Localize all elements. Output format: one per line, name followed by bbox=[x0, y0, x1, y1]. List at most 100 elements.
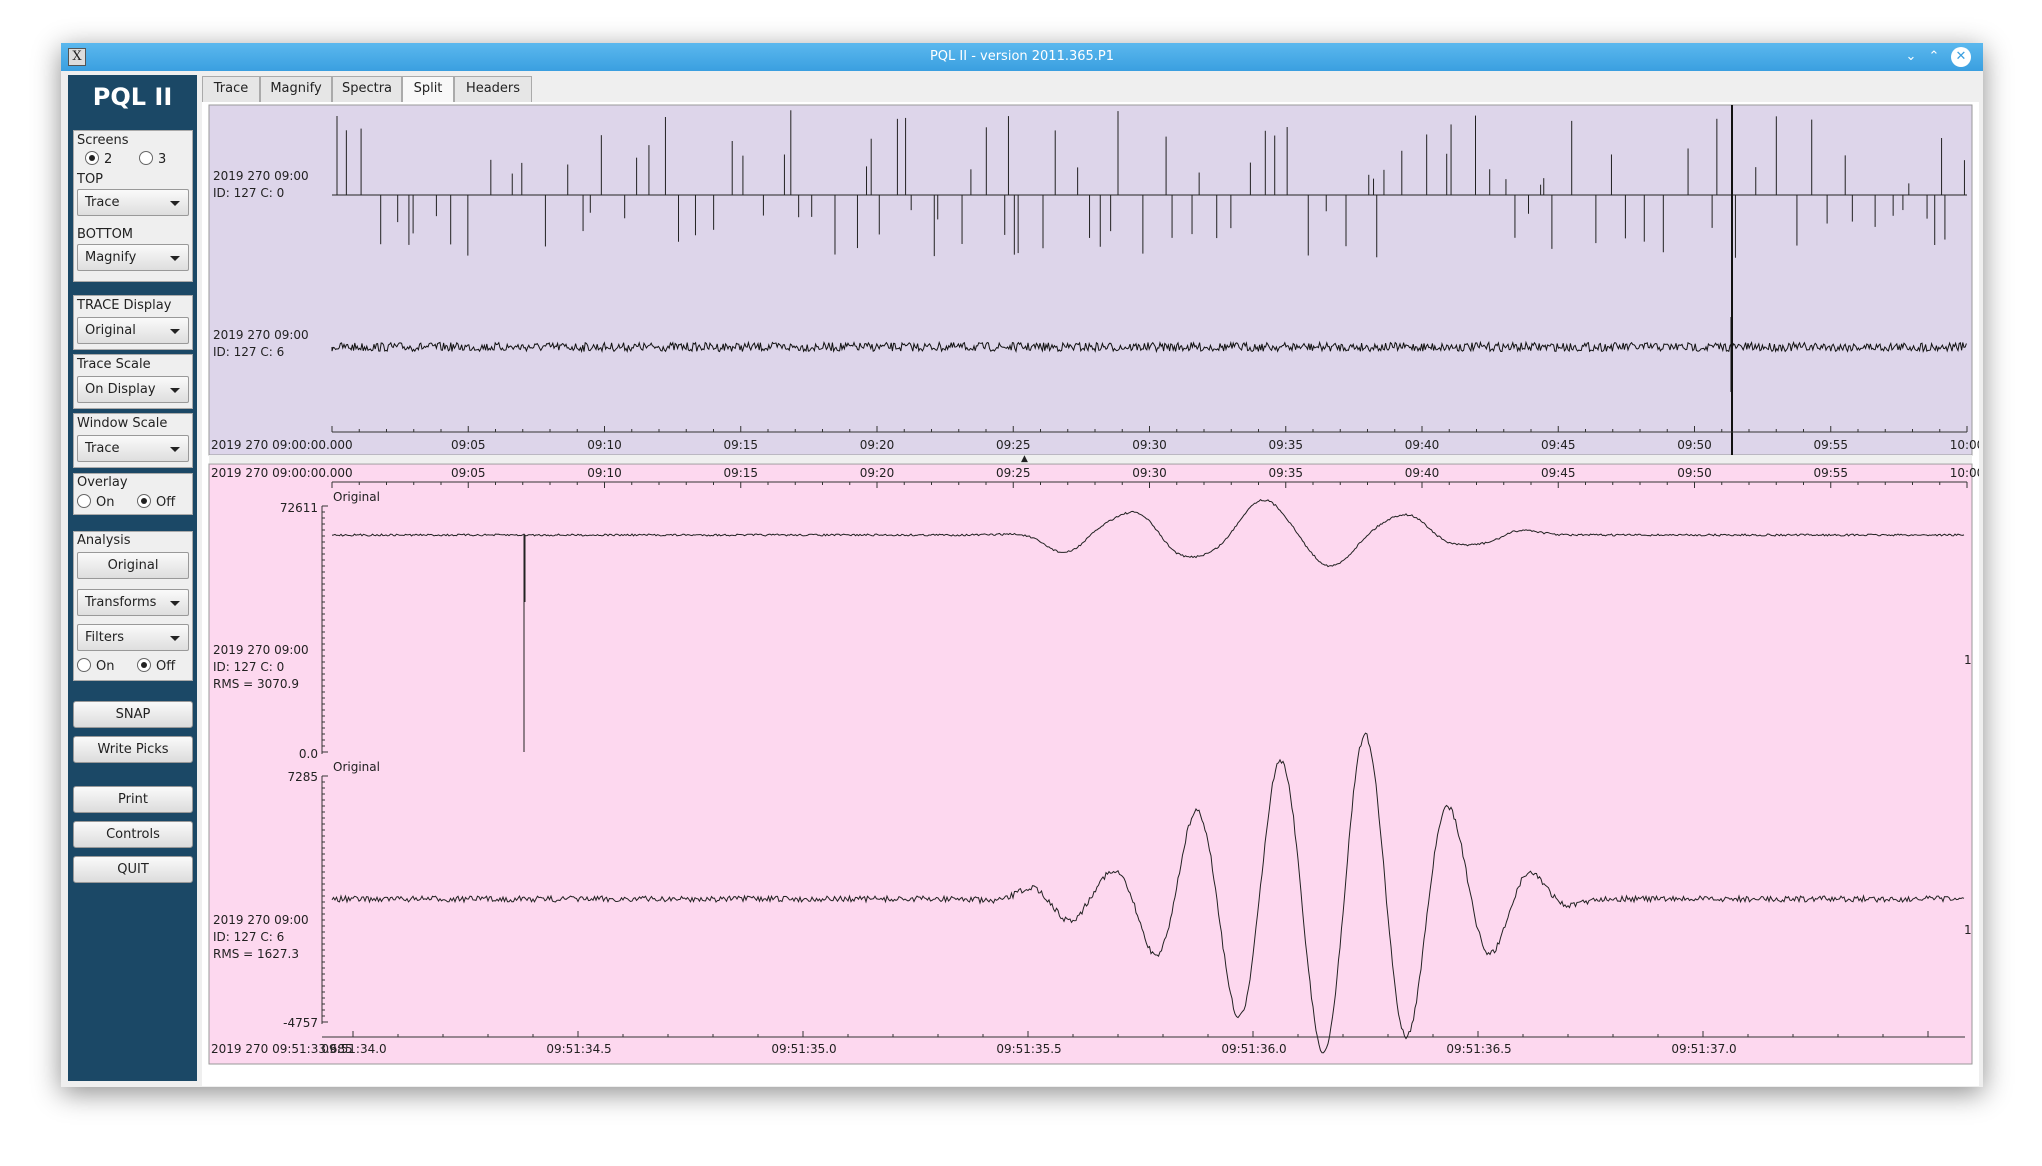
axis-tick-label: 09:51:34.5 bbox=[546, 1042, 611, 1056]
window-scale-label: Window Scale bbox=[77, 416, 168, 431]
screens-label: Screens bbox=[77, 133, 129, 148]
filters-option-label: On bbox=[96, 659, 115, 674]
print-button[interactable]: Print bbox=[73, 786, 193, 813]
axis-tick-label: 09:15 bbox=[723, 466, 758, 480]
trace-display-value: Original bbox=[85, 323, 136, 338]
filters-dropdown[interactable]: Filters bbox=[77, 624, 189, 651]
bottom-panel-background[interactable] bbox=[208, 463, 1973, 1065]
radio-selected-icon bbox=[137, 494, 151, 508]
axis-tick-label: 09:50 bbox=[1677, 466, 1712, 480]
filters-radio-off[interactable]: Off bbox=[137, 658, 175, 674]
top-time-axis-labels: 09:05 09:10 09:15 09:20 09:25 09:30 09:35 09:40… bbox=[451, 438, 1979, 452]
overlay-radio-on[interactable]: On bbox=[77, 494, 114, 510]
maximize-icon[interactable]: ⌃ bbox=[1928, 49, 1940, 64]
controls-button[interactable]: Controls bbox=[73, 821, 193, 848]
top-screen-value: Trace bbox=[85, 195, 120, 210]
filters-radio-on[interactable]: On bbox=[77, 658, 114, 674]
mag-trace-2-time: 2019 270 09:00 bbox=[213, 913, 309, 927]
screens-radio-3[interactable]: 3 bbox=[139, 151, 166, 167]
app-window: X PQL II - version 2011.365.P1 ⌄ ⌃ ✕ PQL… bbox=[61, 43, 1983, 1087]
analysis-original-button[interactable]: Original bbox=[77, 552, 189, 579]
top-label: TOP bbox=[77, 172, 104, 187]
screens-option-label: 3 bbox=[158, 152, 167, 167]
top-trace-1-waveform bbox=[332, 110, 1967, 258]
axis-tick-label: 09:30 bbox=[1132, 466, 1167, 480]
overlay-radio-off[interactable]: Off bbox=[137, 494, 175, 510]
tab-spectra[interactable]: Spectra bbox=[332, 76, 402, 102]
overlay-option-label: On bbox=[96, 495, 115, 510]
axis-tick-label: 09:10 bbox=[587, 466, 622, 480]
axis-tick-label: 09:51:35.0 bbox=[771, 1042, 836, 1056]
x-window-icon[interactable]: X bbox=[68, 48, 86, 66]
overlay-option-label: Off bbox=[156, 495, 176, 510]
axis-tick-label: 09:15 bbox=[723, 438, 758, 452]
bottom-screen-value: Magnify bbox=[85, 250, 137, 265]
axis-tick-label: 09:55 bbox=[1813, 466, 1848, 480]
top-panel-background[interactable] bbox=[208, 104, 1973, 456]
mag-trace-1-time: 2019 270 09:00 bbox=[213, 643, 309, 657]
axis-tick-label: 09:20 bbox=[860, 466, 895, 480]
mag-trace-2-y-ticks bbox=[322, 775, 328, 1023]
mag-trace-2-id: ID: 127 C: 6 bbox=[213, 930, 284, 944]
tab-headers[interactable]: Headers bbox=[454, 76, 532, 102]
axis-tick-label: 09:51:35.5 bbox=[996, 1042, 1061, 1056]
tab-magnify[interactable]: Magnify bbox=[260, 76, 332, 102]
mag-trace-2-ymin: -4757 bbox=[283, 1016, 318, 1030]
trace-scale-dropdown[interactable]: On Display bbox=[77, 376, 189, 403]
window-scale-group: Window Scale Trace bbox=[73, 413, 193, 468]
trace-display-label: TRACE Display bbox=[77, 298, 172, 313]
top-trace-1-id: ID: 127 C: 0 bbox=[213, 186, 284, 200]
trace-scale-group: Trace Scale On Display bbox=[73, 354, 193, 409]
minimize-icon[interactable]: ⌄ bbox=[1905, 49, 1917, 64]
axis-tick-label: 09:51:34.0 bbox=[321, 1042, 386, 1056]
axis-tick-label: 09:05 bbox=[451, 438, 486, 452]
analysis-original-label: Original bbox=[107, 558, 159, 573]
close-icon[interactable]: ✕ bbox=[1951, 47, 1971, 67]
snap-button[interactable]: SNAP bbox=[73, 701, 193, 728]
top-trace-2-time: 2019 270 09:00 bbox=[213, 328, 309, 342]
axis-tick-label: 09:25 bbox=[996, 438, 1031, 452]
screens-radio-2[interactable]: 2 bbox=[85, 151, 112, 167]
tab-split[interactable]: Split bbox=[402, 76, 454, 102]
axis-tick-label: 09:35 bbox=[1268, 466, 1303, 480]
axis-tick-label: 09:51:37.0 bbox=[1671, 1042, 1736, 1056]
transforms-dropdown[interactable]: Transforms bbox=[77, 589, 189, 616]
mag-trace-2-rms: RMS = 1627.3 bbox=[213, 947, 299, 961]
bottom-time-axis-labels: 09:51:34.0 09:51:34.5 09:51:35.0 09:51:35.5… bbox=[321, 1042, 1736, 1056]
mag-trace-2-ymax: 7285 bbox=[287, 770, 318, 784]
mag-trace-1-ymax: 72611 bbox=[280, 501, 318, 515]
mag-trace-2-waveform bbox=[331, 732, 1965, 1054]
top-trace-1-time: 2019 270 09:00 bbox=[213, 169, 309, 183]
bottom-top-axis-start-label: 2019 270 09:00:00.000 bbox=[211, 466, 353, 480]
trace-noise bbox=[331, 340, 1967, 354]
bottom-label: BOTTOM bbox=[77, 227, 134, 242]
bottom-top-axis-ticks bbox=[331, 482, 1968, 488]
split-handle-icon[interactable]: ▲ bbox=[1021, 454, 1028, 464]
bottom-screen-dropdown[interactable]: Magnify bbox=[77, 244, 189, 271]
window-scale-dropdown[interactable]: Trace bbox=[77, 435, 189, 462]
trace-display-dropdown[interactable]: Original bbox=[77, 317, 189, 344]
axis-tick-label: 09:51:36.5 bbox=[1446, 1042, 1511, 1056]
title-bar[interactable]: X PQL II - version 2011.365.P1 ⌄ ⌃ ✕ bbox=[61, 43, 1983, 71]
panel-split-divider[interactable] bbox=[209, 455, 1972, 463]
screens-option-label: 2 bbox=[104, 152, 113, 167]
screens-group: Screens 2 3 TOP Trace BOTTOM Magnify bbox=[73, 130, 193, 282]
radio-unselected-icon bbox=[139, 151, 153, 165]
axis-tick-label: 09:45 bbox=[1541, 438, 1576, 452]
chevron-down-icon bbox=[170, 201, 180, 206]
axis-tick-label: 09:40 bbox=[1405, 466, 1440, 480]
trace-display-group: TRACE Display Original bbox=[73, 295, 193, 350]
write-picks-button[interactable]: Write Picks bbox=[73, 736, 193, 763]
radio-selected-icon bbox=[85, 151, 99, 165]
radio-unselected-icon bbox=[77, 494, 91, 508]
chevron-down-icon bbox=[170, 601, 180, 606]
filters-label: Filters bbox=[85, 630, 124, 645]
mag-trace-1-scale: 1 bbox=[1964, 653, 1972, 667]
mag-trace-1-y-ticks bbox=[322, 505, 328, 753]
top-trace-2-id: ID: 127 C: 6 bbox=[213, 345, 284, 359]
axis-tick-label: 09:45 bbox=[1541, 466, 1576, 480]
quit-button[interactable]: QUIT bbox=[73, 856, 193, 883]
tab-trace[interactable]: Trace bbox=[202, 76, 260, 102]
top-axis-start-label: 2019 270 09:00:00.000 bbox=[211, 438, 353, 452]
top-screen-dropdown[interactable]: Trace bbox=[77, 189, 189, 216]
